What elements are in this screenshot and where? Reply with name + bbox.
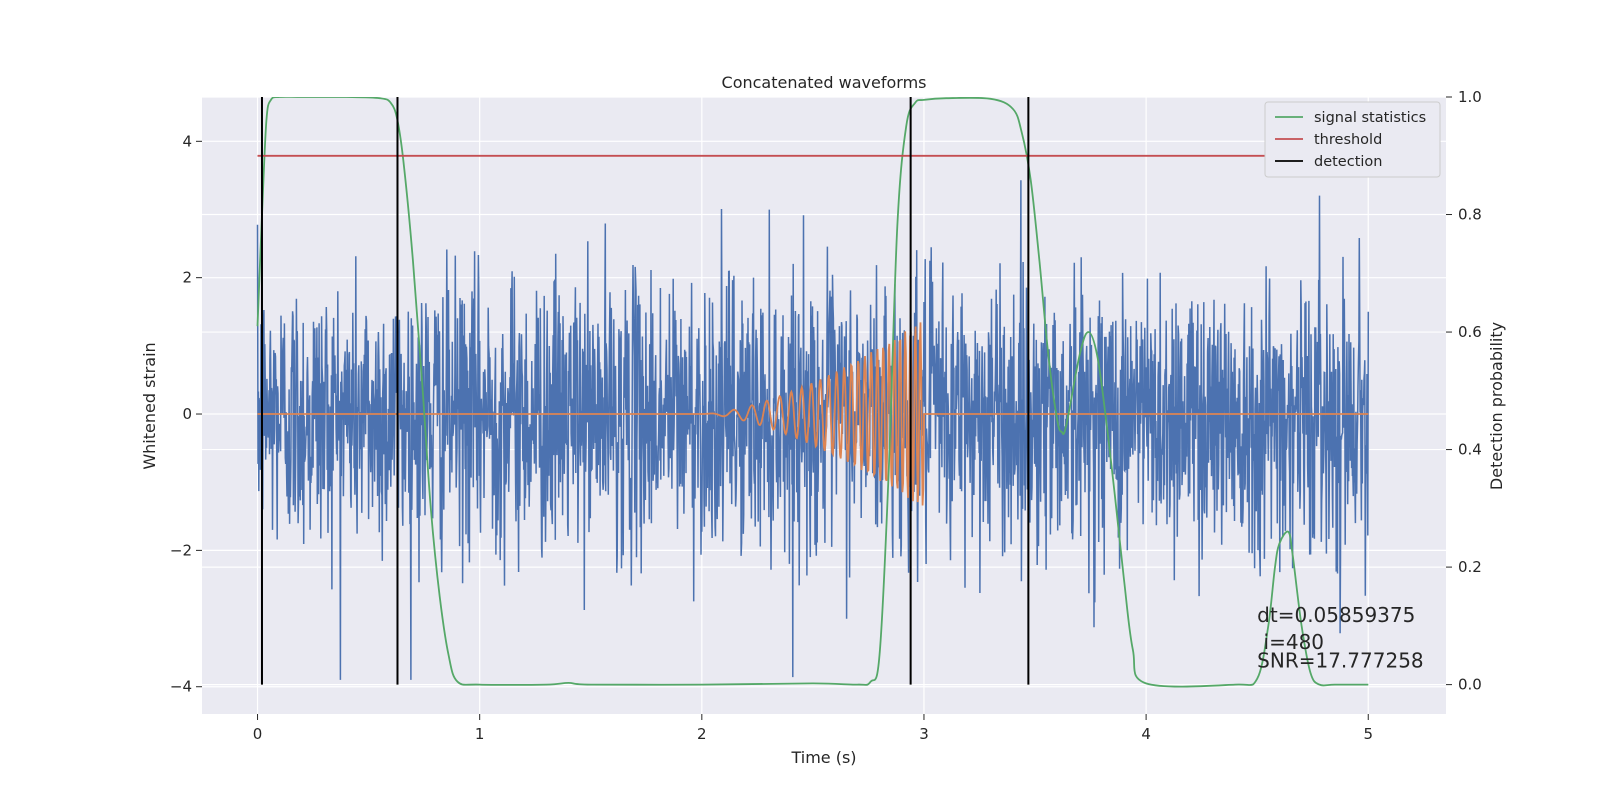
y-left-tick-label-3: 2 xyxy=(182,269,192,287)
y-left-tick-label-0: −4 xyxy=(170,678,192,696)
y-right-tick-label-1: 0.2 xyxy=(1458,558,1482,576)
x-tick-label-1: 1 xyxy=(475,725,485,743)
legend-label-signal-statistics: signal statistics xyxy=(1314,110,1426,126)
noise-line xyxy=(256,180,1370,680)
y-axis-label-right: Detection probability xyxy=(1487,322,1506,490)
series-clip-group xyxy=(256,97,1391,688)
signal-statistics-line xyxy=(256,97,1369,688)
legend-label-detection: detection xyxy=(1314,154,1382,170)
series-layer xyxy=(256,97,1391,688)
y-right-tick-label-0: 0.0 xyxy=(1458,676,1482,694)
y-right-tick-label-5: 1.0 xyxy=(1458,88,1482,106)
chart-title: Concatenated waveforms xyxy=(722,73,927,92)
annotation-0: dt=0.05859375 xyxy=(1257,603,1415,627)
x-tick-label-0: 0 xyxy=(253,725,263,743)
x-tick-label-3: 3 xyxy=(919,725,929,743)
y-left-tick-label-4: 4 xyxy=(182,132,192,150)
x-tick-label-2: 2 xyxy=(697,725,707,743)
x-axis-label: Time (s) xyxy=(790,748,856,767)
x-tick-label-5: 5 xyxy=(1363,725,1373,743)
y-left-tick-label-2: 0 xyxy=(182,405,192,423)
legend: signal statistics threshold detection xyxy=(1264,101,1441,178)
annotation-2: SNR=17.777258 xyxy=(1257,649,1423,673)
y-right-tick-label-2: 0.4 xyxy=(1458,441,1482,459)
annotation-1: i=480 xyxy=(1257,630,1324,654)
legend-label-threshold: threshold xyxy=(1314,132,1382,148)
y-right-tick-label-3: 0.6 xyxy=(1458,323,1482,341)
y-right-tick-label-4: 0.8 xyxy=(1458,206,1482,224)
chirp-line xyxy=(257,322,1369,506)
y-axis-label-left: Whitened strain xyxy=(140,342,159,469)
ticks-layer: 0 1 2 3 4 5 −4 −2 0 2 4 0.0 0.2 0.4 0.6 0.8 1.0 xyxy=(170,88,1482,743)
x-tick-label-4: 4 xyxy=(1141,725,1151,743)
y-left-tick-label-1: −2 xyxy=(170,541,192,559)
legend-box xyxy=(1264,101,1441,178)
